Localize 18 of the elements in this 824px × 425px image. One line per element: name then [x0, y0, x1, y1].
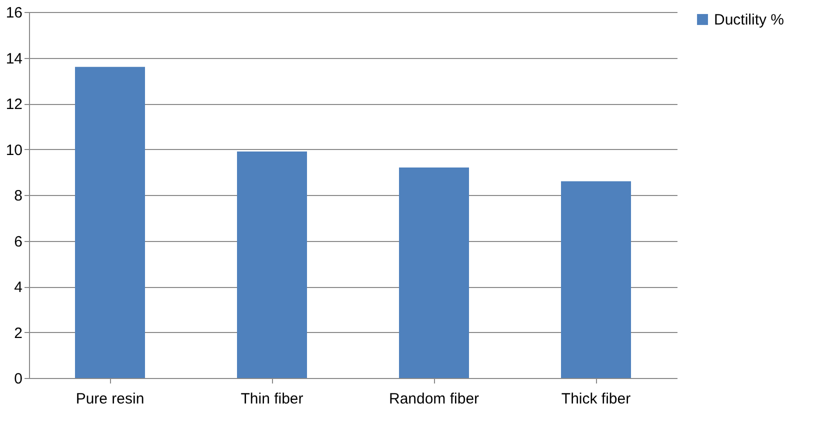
y-tick-label: 12 [6, 96, 22, 113]
bar [75, 66, 145, 378]
y-tick-label: 2 [14, 324, 22, 342]
y-tick-label: 8 [14, 188, 22, 204]
y-tick-label: 0 [14, 370, 22, 388]
y-tick-label: 4 [14, 279, 22, 296]
legend-label: Ductility % [714, 12, 784, 28]
x-tick-label: Thick fiber [561, 390, 631, 408]
y-tick-label: 14 [6, 50, 22, 68]
x-tick-label: Thin fiber [240, 390, 304, 408]
y-tick-label: 10 [6, 142, 22, 159]
y-tick-label: 16 [6, 4, 22, 22]
bar [399, 168, 469, 378]
y-tick-label: 6 [14, 233, 22, 250]
x-tick-label: Pure resin [76, 390, 144, 408]
bar [561, 181, 631, 378]
bar [237, 152, 307, 378]
x-tick-label: Random fiber [388, 390, 480, 408]
